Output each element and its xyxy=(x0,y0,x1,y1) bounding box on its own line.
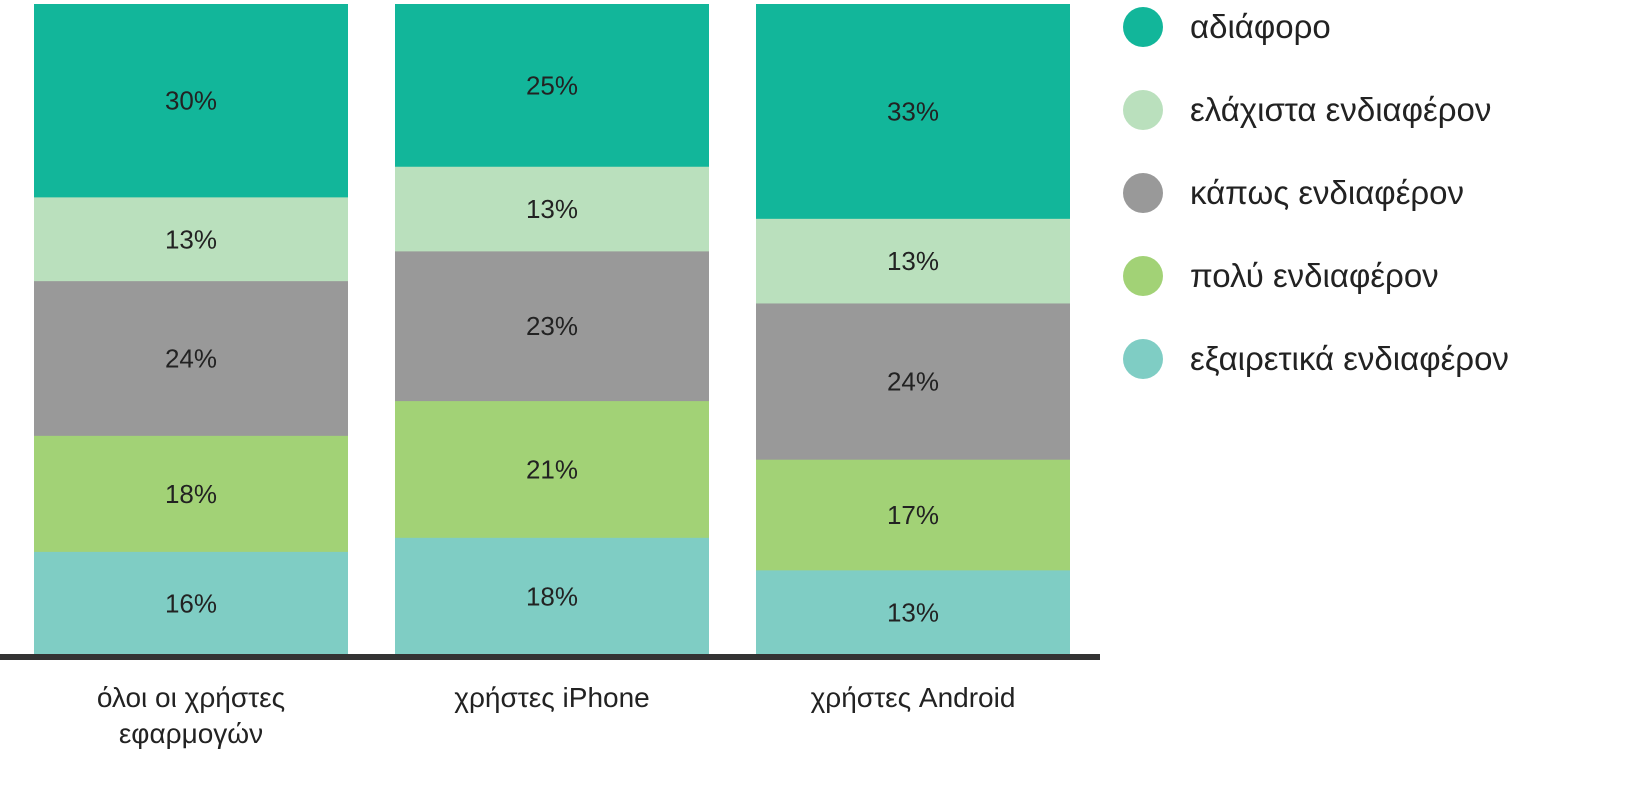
data-label: 24% xyxy=(887,367,939,397)
x-axis-line xyxy=(0,654,1100,660)
legend-swatch xyxy=(1123,173,1163,213)
bar-segment xyxy=(756,570,1070,656)
data-label: 18% xyxy=(165,479,217,509)
category-label-line: εφαρμογών xyxy=(119,718,263,749)
category-label-line: χρήστες Android xyxy=(811,682,1016,713)
bar-segment xyxy=(756,303,1070,461)
bar-segment xyxy=(395,251,709,402)
legend-label: εξαιρετικά ενδιαφέρον xyxy=(1190,340,1509,377)
bar-segment xyxy=(34,197,348,282)
bar-segment xyxy=(395,537,709,656)
legend-item: ελάχιστα ενδιαφέρον xyxy=(1123,90,1491,130)
bars-group: 30% 13% 24% 18% 16% 25% 13% 23% 21% 18% 33% 13% 24% 1… xyxy=(34,4,1070,656)
legend-item: εξαιρετικά ενδιαφέρον xyxy=(1123,339,1509,379)
legend-item: πολύ ενδιαφέρον xyxy=(1123,256,1439,296)
data-label: 17% xyxy=(887,500,939,530)
data-label: 13% xyxy=(165,224,217,254)
data-label: 13% xyxy=(887,246,939,276)
legend-swatch xyxy=(1123,256,1163,296)
bar-segment xyxy=(756,218,1070,304)
legend-swatch xyxy=(1123,339,1163,379)
legend-label: αδιάφορο xyxy=(1190,8,1331,45)
bar-segment xyxy=(34,551,348,656)
legend-label: ελάχιστα ενδιαφέρον xyxy=(1190,91,1491,128)
category-label: όλοι οι χρήστες εφαρμογών xyxy=(97,682,285,749)
bar-segment xyxy=(756,4,1070,220)
legend-item: κάπως ενδιαφέρον xyxy=(1123,173,1464,213)
data-label: 16% xyxy=(165,588,217,618)
legend-label: πολύ ενδιαφέρον xyxy=(1190,257,1439,294)
data-label: 24% xyxy=(165,344,217,374)
category-label-line: χρήστες iPhone xyxy=(454,682,649,713)
bar-segment xyxy=(34,435,348,553)
legend-swatch xyxy=(1123,7,1163,47)
legend-label: κάπως ενδιαφέρον xyxy=(1190,174,1464,211)
bar-segment xyxy=(34,4,348,198)
data-label: 18% xyxy=(526,581,578,611)
data-label: 23% xyxy=(526,311,578,341)
data-label: 33% xyxy=(887,96,939,126)
legend-item: αδιάφορο xyxy=(1123,7,1331,47)
bar-segment xyxy=(395,401,709,539)
data-label: 30% xyxy=(165,86,217,116)
data-label: 21% xyxy=(526,454,578,484)
data-label: 13% xyxy=(887,598,939,628)
legend: αδιάφορο ελάχιστα ενδιαφέρον κάπως ενδιαφέ… xyxy=(1123,7,1509,379)
bar-segment xyxy=(34,281,348,437)
data-label: 13% xyxy=(526,194,578,224)
bar-segment xyxy=(395,4,709,168)
category-label: χρήστες Android xyxy=(811,682,1016,713)
data-label: 25% xyxy=(526,70,578,100)
bar-segment xyxy=(395,166,709,252)
legend-swatch xyxy=(1123,90,1163,130)
category-label: χρήστες iPhone xyxy=(454,682,649,713)
bar-segment xyxy=(756,459,1070,571)
category-label-line: όλοι οι χρήστες xyxy=(97,682,285,713)
x-axis xyxy=(0,654,1100,660)
category-labels: όλοι οι χρήστες εφαρμογών χρήστες iPhone χρ… xyxy=(97,682,1016,749)
